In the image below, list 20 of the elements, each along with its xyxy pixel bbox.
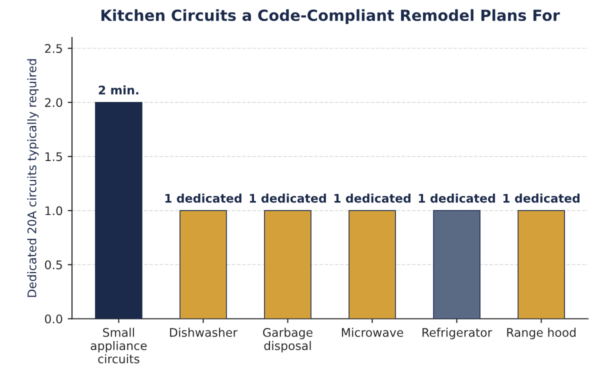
y-tick-label: 0.0	[44, 314, 62, 324]
data-label: 1 dedicated	[165, 194, 242, 203]
y-tick-label: 2.5	[45, 44, 62, 53]
x-tick-label: Refrigerator	[422, 328, 492, 340]
data-label: 1 dedicated	[250, 194, 326, 203]
y-tick-label: 1.5	[45, 152, 62, 162]
chart-title: Kitchen Circuits a Code-Compliant Remodel Plans For	[101, 9, 560, 24]
x-tick-label: Dishwasher	[170, 328, 238, 337]
data-label: 1 dedicated	[334, 194, 410, 203]
y-axis-title: Dedicated 20A circuits typically required	[27, 59, 39, 297]
x-tick-label: Small appliance circuits	[90, 328, 147, 364]
x-tick-label: Range hood	[507, 328, 576, 340]
x-tick-label: Garbage disposal	[263, 328, 312, 352]
y-tick-label: 0.5	[44, 260, 62, 270]
x-tick-label: Microwave	[342, 328, 404, 337]
data-label: 1 dedicated	[418, 194, 495, 203]
data-label: 1 dedicated	[503, 194, 580, 203]
y-tick-label: 1.0	[45, 206, 62, 216]
y-tick-label: 2.0	[45, 98, 62, 108]
data-label: 2 min.	[98, 85, 138, 94]
